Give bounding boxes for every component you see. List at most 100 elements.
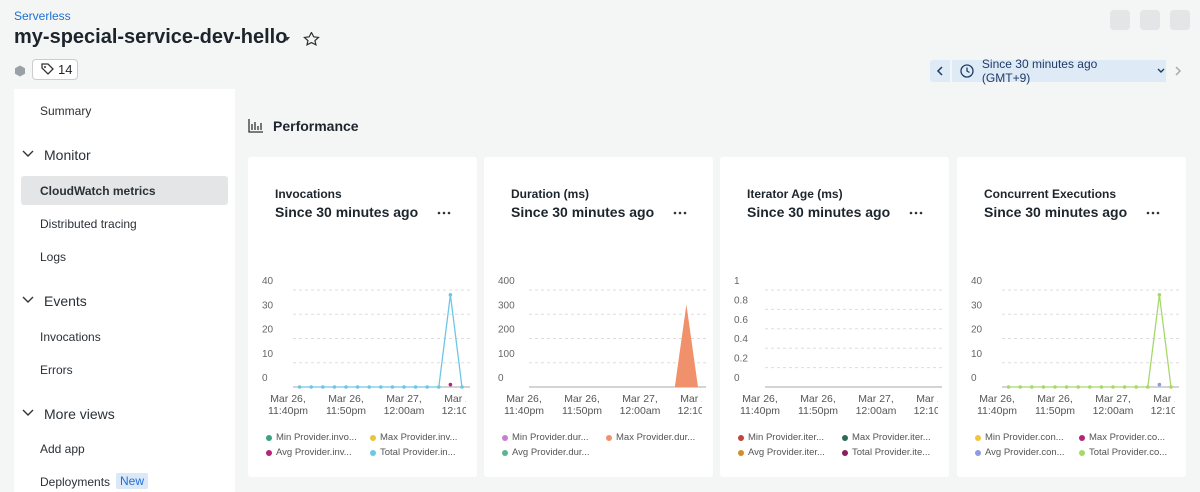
point bbox=[1099, 385, 1104, 389]
time-next[interactable] bbox=[1168, 60, 1188, 82]
line bbox=[1008, 294, 1172, 388]
menu-dot bbox=[678, 211, 682, 215]
point bbox=[332, 385, 337, 389]
point bbox=[367, 385, 371, 389]
chart-plot: 0 0.2 0.4 0.6 0.8 1 bbox=[734, 211, 942, 388]
chart-plot: 0 100 200 300 400 bbox=[498, 211, 706, 388]
point bbox=[297, 385, 302, 389]
new-badge: New bbox=[116, 473, 149, 489]
legend-label: Min Provider.iter... bbox=[748, 432, 825, 443]
y-tick-label: 0.6 bbox=[734, 315, 748, 326]
legend-label: Total Provider.co... bbox=[1089, 447, 1168, 458]
chart-title: Iterator Age (ms) bbox=[747, 187, 843, 201]
y-tick-label: 0 bbox=[734, 373, 740, 384]
chart-subtitle: Since 30 minutes ago bbox=[747, 204, 891, 220]
legend-swatch bbox=[370, 449, 376, 456]
x-tick-label: Mar 27, 12:00am bbox=[619, 393, 661, 417]
legend-swatch bbox=[266, 434, 272, 441]
menu-dot bbox=[447, 211, 451, 215]
y-tick-label: 0.8 bbox=[734, 295, 748, 306]
legend-item: Min Provider.con... bbox=[975, 432, 1079, 443]
point bbox=[1122, 385, 1127, 389]
legend-label: Max Provider.dur... bbox=[616, 432, 696, 443]
legend-label: Max Provider.iter... bbox=[852, 432, 931, 443]
point bbox=[344, 385, 348, 389]
y-tick-label: 40 bbox=[971, 276, 983, 287]
x-tick-label: Mar 26, 11:40pm bbox=[267, 393, 309, 417]
time-prev[interactable] bbox=[930, 60, 950, 82]
nav-item[interactable]: Add app bbox=[40, 442, 85, 456]
legend-swatch bbox=[1079, 449, 1085, 456]
nav-item[interactable]: Logs bbox=[40, 250, 67, 264]
x-axis-labels: Mar 26, 11:40pm Mar 26, 11:50pm Mar 27, 12… bbox=[720, 393, 938, 423]
x-tick-label: Mar 27, 12:00am bbox=[855, 393, 897, 417]
point bbox=[448, 293, 453, 297]
y-tick-label: 1 bbox=[734, 276, 740, 287]
legend-item: Total Provider.co... bbox=[1079, 447, 1183, 458]
x-tick-label: Mar 27, 12:00am bbox=[1092, 393, 1134, 417]
legend-swatch bbox=[502, 449, 508, 456]
nav-group[interactable]: More views bbox=[44, 406, 115, 422]
point bbox=[413, 385, 418, 389]
status-icon bbox=[15, 65, 25, 77]
legend-label: Total Provider.in... bbox=[380, 447, 456, 458]
legend-swatch bbox=[502, 434, 508, 441]
y-tick-label: 10 bbox=[262, 349, 274, 360]
x-axis-labels: Mar 26, 11:40pm Mar 26, 11:50pm Mar 27, 12… bbox=[484, 393, 702, 423]
link-button[interactable] bbox=[1170, 10, 1190, 30]
area bbox=[674, 304, 698, 387]
nav-item[interactable]: Invocations bbox=[40, 330, 101, 344]
nav-item[interactable]: Summary bbox=[40, 104, 92, 118]
point bbox=[1169, 385, 1173, 389]
nav-item[interactable]: Deployments bbox=[40, 475, 111, 489]
legend-swatch bbox=[370, 434, 376, 441]
x-tick-label: Mar 26, 11:40pm bbox=[976, 393, 1018, 417]
x-tick-label: Mar 26, 11:50pm bbox=[1034, 393, 1076, 417]
point bbox=[1111, 385, 1115, 389]
sidebar: Summary Monitor CloudWatch metrics Distr… bbox=[14, 89, 235, 492]
time-range: Since 30 minutes ago (GMT+9) bbox=[981, 57, 1098, 85]
legend-item: Max Provider.iter... bbox=[842, 432, 946, 443]
nav-item[interactable]: CloudWatch metrics bbox=[40, 184, 156, 198]
legend: Min Provider.iter... Max Provider.iter...… bbox=[738, 432, 946, 458]
y-tick-label: 300 bbox=[498, 300, 515, 311]
menu-dot bbox=[909, 211, 913, 215]
time-picker[interactable]: Since 30 minutes ago (GMT+9) bbox=[952, 57, 1166, 85]
menu-dot bbox=[914, 211, 918, 215]
point bbox=[448, 382, 453, 387]
nav-item[interactable]: Distributed tracing bbox=[40, 217, 137, 231]
point bbox=[309, 385, 313, 389]
x-axis-labels: Mar 26, 11:40pm Mar 26, 11:50pm Mar 27, 12… bbox=[957, 393, 1175, 423]
help-button[interactable] bbox=[1140, 10, 1160, 30]
x-tick-label: Mar 26, 11:40pm bbox=[739, 393, 781, 417]
point bbox=[1076, 385, 1080, 389]
y-tick-label: 0 bbox=[498, 373, 504, 384]
point bbox=[1041, 385, 1046, 389]
legend-label: Avg Provider.dur... bbox=[512, 447, 590, 458]
chart-plot: 0 10 20 30 40 bbox=[971, 211, 1179, 389]
legend-label: Total Provider.ite... bbox=[852, 447, 931, 458]
tags-button[interactable]: 14 bbox=[32, 59, 78, 80]
legend-label: Avg Provider.con... bbox=[985, 447, 1065, 458]
y-tick-label: 200 bbox=[498, 325, 515, 336]
y-tick-label: 100 bbox=[498, 349, 515, 360]
y-tick-label: 20 bbox=[971, 325, 983, 336]
breadcrumb[interactable]: Serverless bbox=[14, 9, 71, 23]
legend-label: Min Provider.con... bbox=[985, 432, 1064, 443]
legend-label: Max Provider.co... bbox=[1089, 432, 1166, 443]
legend-item: Avg Provider.inv... bbox=[266, 447, 370, 458]
y-tick-label: 0 bbox=[971, 373, 977, 384]
legend-item: Avg Provider.dur... bbox=[502, 447, 606, 458]
x-axis-labels: Mar 26, 11:40pm Mar 26, 11:50pm Mar 27, 12… bbox=[248, 393, 466, 423]
nav-group[interactable]: Events bbox=[44, 293, 87, 309]
legend-label: Avg Provider.iter... bbox=[748, 447, 825, 458]
feedback-button[interactable] bbox=[1110, 10, 1130, 30]
nav-group[interactable]: Monitor bbox=[44, 147, 91, 163]
nav-item[interactable]: Errors bbox=[40, 363, 73, 377]
y-tick-label: 0 bbox=[262, 373, 268, 384]
legend-swatch bbox=[842, 449, 848, 456]
x-tick-label: Mar 27, 12:10am bbox=[1150, 393, 1175, 417]
title-icons[interactable] bbox=[282, 32, 326, 46]
tag-icon bbox=[41, 63, 54, 75]
